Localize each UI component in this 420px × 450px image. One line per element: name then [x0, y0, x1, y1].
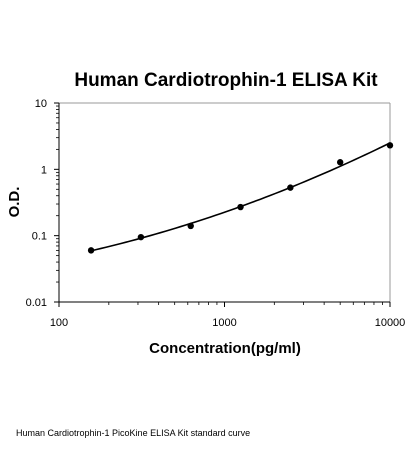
data-point [237, 203, 244, 211]
y-tick-label: 0.1 [32, 231, 47, 243]
data-point [287, 184, 294, 191]
x-tick-label: 100 [50, 317, 68, 329]
chart-title: Human Cardiotrophin-1 ELISA Kit [74, 70, 378, 91]
x-tick-label: 1000 [212, 317, 236, 329]
data-point [386, 142, 394, 149]
fit-curve-line [90, 142, 391, 252]
data-point [187, 222, 194, 230]
data-point [137, 233, 145, 241]
data-point [336, 159, 344, 166]
x-axis-label: Concentration(pg/ml) [149, 340, 301, 357]
data-point [87, 247, 95, 254]
y-tick-label: 0.01 [26, 297, 47, 309]
figure-caption: Human Cardiotrophin-1 PicoKine ELISA Kit… [16, 428, 251, 438]
y-tick-label: 10 [35, 98, 47, 110]
y-tick-label: 1 [41, 164, 47, 176]
x-axis-ticks: 100 1000 10000 [50, 302, 405, 329]
standard-curve-chart: Human Cardiotrophin-1 ELISA Kit 100 1000 1… [6, 70, 405, 357]
data-points [87, 142, 394, 254]
plot-area [58, 102, 391, 303]
y-axis-ticks: 0.01 0.1 1 10 [26, 98, 59, 309]
x-tick-label: 10000 [375, 317, 406, 329]
y-axis-label: O.D. [6, 187, 23, 218]
